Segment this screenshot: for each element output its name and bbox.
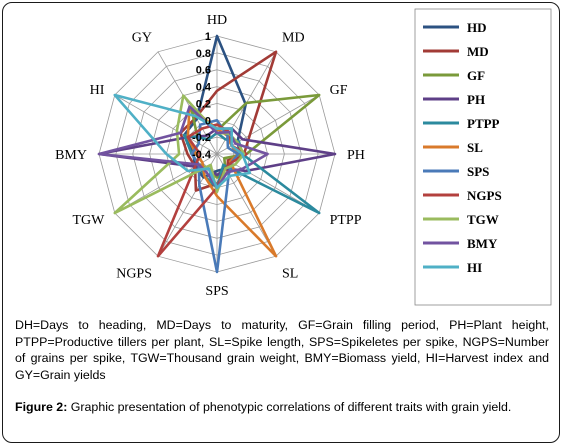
axis-label-sl: SL	[282, 267, 298, 282]
tick-label: -0.2	[192, 132, 211, 144]
legend-box	[414, 8, 552, 306]
figure-panel: 1 0.8 0.6 0.4 0.2 0 -0.2 -0.4 HD MD GF PH PTPP SL SPS…	[2, 2, 560, 443]
figure-caption: Figure 2: Graphic presentation of phenot…	[15, 399, 549, 416]
axis-label-hi: HI	[90, 83, 105, 98]
legend-label-hd: HD	[467, 20, 487, 35]
radar-axis-labels: HD MD GF PH PTPP SL SPS NGPS TGW BMY HI GY	[55, 13, 365, 299]
legend-label-tgw: TGW	[467, 212, 499, 227]
figure-caption-text: Graphic presentation of phenotypic corre…	[67, 400, 512, 414]
series-line-hi	[113, 93, 252, 189]
radar-chart: 1 0.8 0.6 0.4 0.2 0 -0.2 -0.4 HD MD GF PH PTPP SL SPS…	[55, 8, 552, 306]
legend-label-gf: GF	[467, 68, 485, 83]
axis-spoke	[157, 51, 218, 155]
axis-label-hd: HD	[207, 13, 227, 28]
tick-label: 0	[205, 115, 211, 127]
abbreviation-caption: DH=Days to heading, MD=Days to maturity,…	[15, 318, 549, 382]
legend-label-md: MD	[467, 44, 489, 59]
tick-label: 0.4	[196, 82, 212, 94]
figure-label: Figure 2:	[15, 400, 68, 414]
tick-label: 1	[205, 31, 211, 43]
series-line-sps	[190, 119, 240, 274]
radar-series	[97, 34, 337, 274]
tick-label: 0.6	[196, 65, 211, 77]
series-line-tgw	[113, 94, 246, 215]
tick-label: 0.2	[196, 98, 211, 110]
axis-label-ptpp: PTPP	[330, 213, 362, 228]
axis-label-ph: PH	[347, 148, 365, 163]
tick-label: 0.8	[196, 48, 211, 60]
axis-spoke	[216, 94, 320, 155]
legend-label-ph: PH	[467, 92, 485, 107]
radar-axes	[99, 36, 335, 272]
axis-label-ngps: NGPS	[116, 267, 152, 282]
legend-label-bmy: BMY	[467, 236, 498, 251]
axis-spoke	[114, 94, 218, 155]
axis-label-gy: GY	[132, 30, 152, 45]
legend-label-sl: SL	[467, 140, 483, 155]
legend-label-ngps: NGPS	[467, 188, 502, 203]
tick-label: -0.4	[192, 149, 212, 161]
radar-tick-labels: 1 0.8 0.6 0.4 0.2 0 -0.2 -0.4	[192, 31, 212, 161]
legend-label-sps: SPS	[467, 164, 489, 179]
chart-legend: HD MD GF PH PTPP SL SPS NGPS TGW BMY HI	[414, 8, 552, 306]
legend-label-ptpp: PTPP	[467, 116, 500, 131]
legend-label-hi: HI	[467, 260, 482, 275]
axis-label-gf: GF	[330, 83, 348, 98]
axis-label-sps: SPS	[205, 284, 228, 299]
axis-label-bmy: BMY	[55, 148, 87, 163]
axis-label-md: MD	[282, 30, 305, 45]
axis-label-tgw: TGW	[73, 213, 106, 228]
